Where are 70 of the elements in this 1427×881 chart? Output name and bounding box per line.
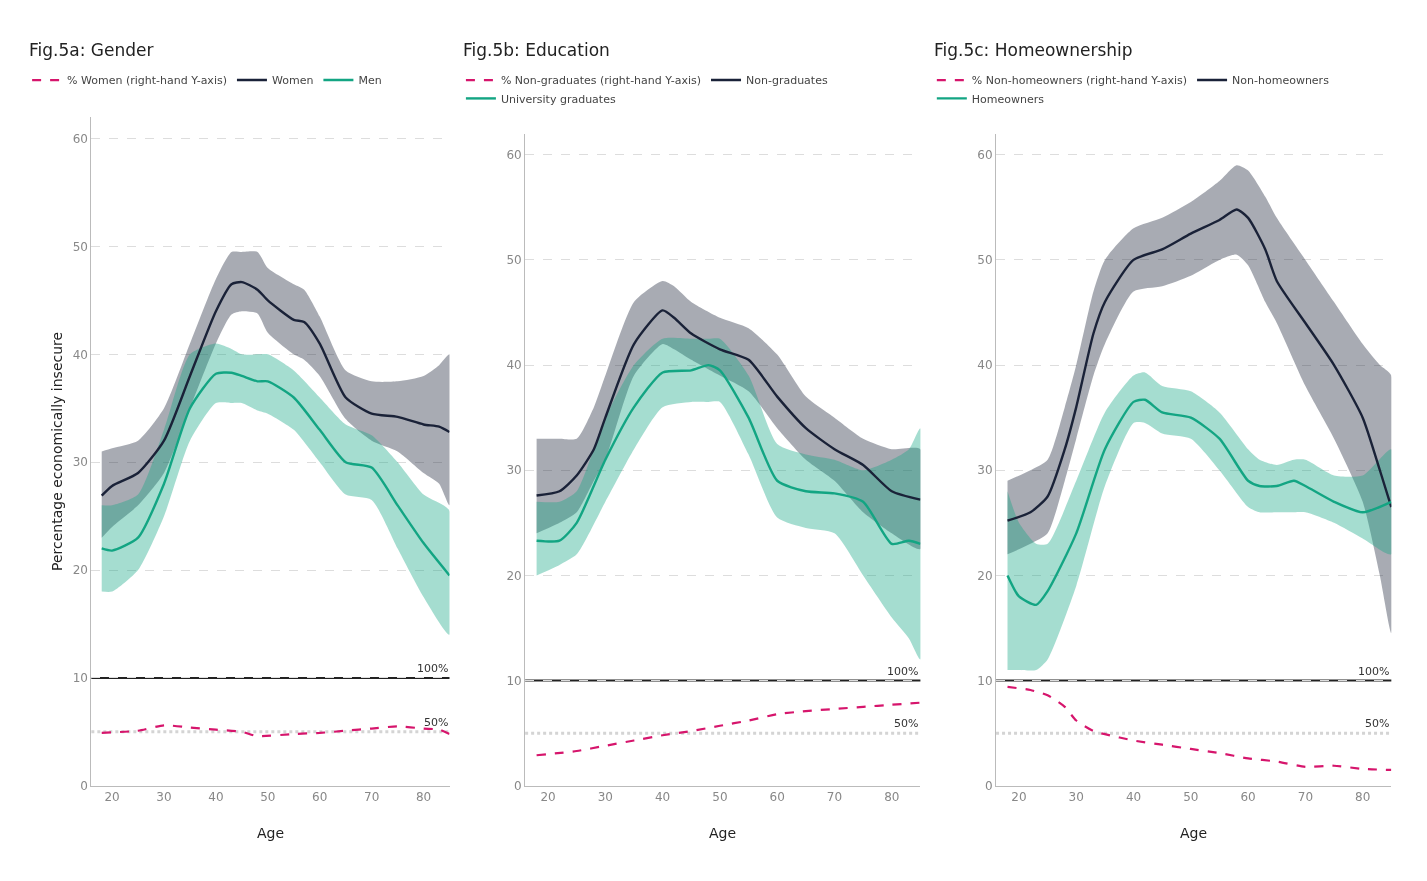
x-tick-label: 70 (364, 790, 380, 805)
chart-title: Fig.5a: Gender (29, 40, 154, 60)
y-tick-label: 50 (72, 239, 88, 254)
y-tick-label: 30 (72, 455, 88, 470)
legend-label: Non-homeowners (1232, 74, 1330, 88)
line-series (535, 309, 921, 501)
y-tick-label: 10 (977, 673, 993, 688)
legend-label: Women (271, 74, 314, 88)
x-tick-label: 20 (1011, 790, 1027, 805)
x-tick-label: 80 (884, 790, 900, 805)
x-tick-label: 50 (260, 790, 276, 805)
line-series (100, 280, 450, 497)
y-axis-title: Percentage economically insecure (49, 331, 66, 571)
x-axis-title: Age (1180, 825, 1208, 841)
legend-label: % Non-homeowners (right-hand Y-axis) (971, 74, 1188, 88)
x-tick-label: 80 (415, 790, 432, 805)
x-tick-label: 60 (312, 790, 328, 805)
ref-line-label: 100% (1358, 665, 1390, 678)
ref-line-label: 50% (424, 716, 449, 729)
y-tick-label: 10 (72, 671, 88, 686)
y-tick-label: 0 (514, 778, 522, 793)
y-tick-label: 20 (977, 568, 993, 583)
x-tick-label: 30 (1068, 790, 1084, 805)
y-tick-label: 50 (506, 253, 522, 268)
ref-line-label: 50% (894, 717, 919, 730)
chart-title: Fig.5b: Education (463, 40, 610, 60)
ref-line-label: 100% (887, 665, 919, 678)
y-tick-label: 30 (506, 463, 522, 478)
line-series (100, 371, 450, 577)
line-series (1006, 208, 1392, 522)
x-tick-label: 50 (712, 790, 728, 805)
x-tick-label: 40 (654, 790, 671, 805)
legend-label: % Women (right-hand Y-axis) (67, 74, 227, 88)
y-tick-label: 40 (72, 347, 88, 362)
line-series (535, 363, 921, 546)
x-tick-label: 60 (769, 790, 785, 805)
y-tick-label: 10 (506, 673, 522, 688)
x-tick-label: 20 (540, 790, 556, 805)
y-tick-label: 60 (977, 147, 993, 162)
y-tick-label: 60 (72, 131, 88, 146)
y-tick-label: 60 (506, 147, 522, 162)
legend-label: % Non-graduates (right-hand Y-axis) (500, 74, 702, 88)
x-tick-label: 20 (104, 790, 120, 805)
y-tick-label: 0 (985, 778, 993, 793)
x-tick-label: 60 (1240, 790, 1256, 805)
ref-line-label: 100% (417, 662, 449, 675)
y-tick-label: 30 (977, 463, 993, 478)
y-tick-label: 0 (80, 778, 88, 793)
y-tick-label: 20 (506, 568, 522, 583)
y-tick-label: 40 (977, 358, 993, 373)
x-tick-label: 30 (156, 790, 172, 805)
chart-title: Fig.5c: Homeownership (934, 40, 1133, 60)
x-tick-label: 80 (1355, 790, 1371, 805)
legend-label: Non-graduates (746, 74, 828, 88)
legend-label: University graduates (500, 92, 616, 106)
legend-label: Homeowners (971, 92, 1045, 106)
x-tick-label: 40 (1125, 790, 1142, 805)
legend-label: Men (358, 74, 382, 88)
x-axis-title: Age (257, 825, 285, 841)
x-tick-label: 70 (826, 790, 843, 805)
x-tick-label: 70 (1297, 790, 1314, 805)
y-tick-label: 50 (977, 253, 993, 268)
line-series (1006, 398, 1392, 607)
ref-line-label: 50% (1365, 717, 1390, 730)
y-tick-label: 40 (506, 358, 522, 373)
x-tick-label: 30 (597, 790, 613, 805)
x-tick-label: 40 (208, 790, 224, 805)
x-tick-label: 50 (1183, 790, 1199, 805)
x-axis-title: Age (709, 825, 737, 841)
y-tick-label: 20 (72, 563, 88, 578)
